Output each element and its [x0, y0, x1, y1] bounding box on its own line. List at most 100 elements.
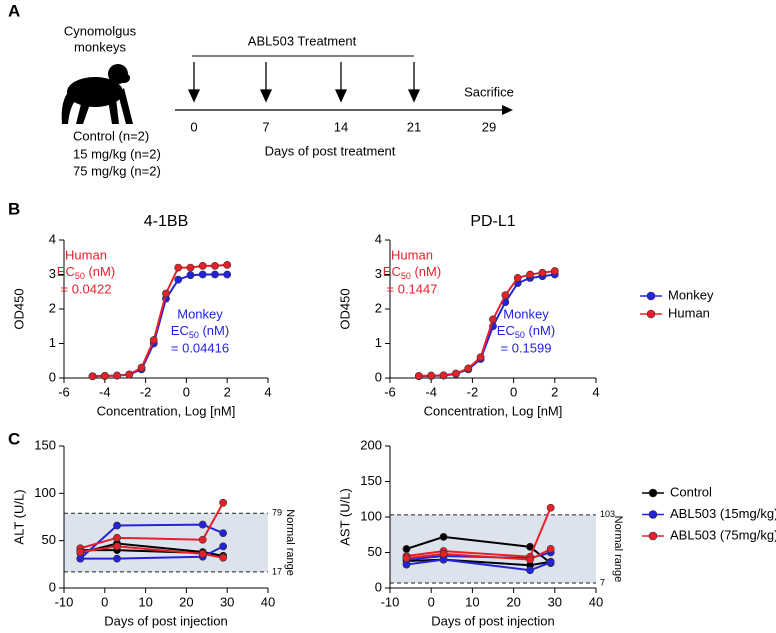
- legend-marker: [648, 488, 658, 498]
- annotation-value: = 0.04416: [171, 340, 229, 355]
- y-tick-label: 0: [49, 369, 56, 384]
- x-tick-label: 4: [264, 384, 271, 399]
- x-tick-label: 10: [138, 594, 152, 609]
- legend-marker: [646, 291, 656, 301]
- legend-label: ABL503 (15mg/kg): [670, 506, 776, 521]
- x-tick-label: 2: [551, 384, 558, 399]
- data-point: [174, 275, 183, 284]
- series-line: [80, 545, 224, 560]
- y-axis-label: OD450: [337, 288, 352, 329]
- ec-main: EC: [57, 264, 75, 279]
- data-point: [88, 372, 97, 381]
- legend-marker: [648, 510, 658, 519]
- x-tick-label: 10: [465, 594, 479, 609]
- y-tick-label: 100: [34, 485, 56, 500]
- y-tick-label: 2: [49, 300, 56, 315]
- x-tick-label: 2: [224, 384, 231, 399]
- data-point: [439, 550, 448, 558]
- annotation-ec: EC50 (nM): [497, 323, 555, 340]
- data-point: [526, 566, 534, 575]
- x-tick-label: -10: [55, 594, 74, 609]
- y-tick-label: 4: [49, 231, 56, 246]
- x-axis-label: Concentration, Log [nM]: [97, 403, 236, 418]
- x-tick-label: 30: [220, 594, 234, 609]
- data-point: [113, 371, 121, 380]
- normal-range-band: [64, 513, 268, 572]
- data-point: [546, 545, 555, 553]
- normal-range-label: Normal range: [284, 509, 296, 576]
- ec-unit: (nM): [411, 264, 441, 279]
- day-label: 29: [482, 119, 496, 134]
- x-axis-label: Concentration, Log [nM]: [424, 403, 563, 418]
- timeline-arrow: [502, 105, 513, 115]
- normal-range-band: [390, 514, 596, 584]
- normal-range-value: 17: [272, 566, 282, 576]
- data-point: [76, 554, 85, 563]
- y-tick-label: 150: [34, 437, 56, 452]
- data-point: [546, 503, 555, 512]
- chart-title: PD-L1: [470, 213, 515, 230]
- data-point: [427, 371, 436, 380]
- panel-label: B: [8, 199, 20, 218]
- data-point: [113, 542, 121, 551]
- y-tick-label: 2: [375, 300, 382, 315]
- y-axis-label: OD450: [11, 288, 26, 329]
- data-point: [174, 263, 183, 272]
- annotation-name: Monkey: [177, 306, 223, 321]
- legend-label: ABL503 (75mg/kg): [670, 527, 776, 542]
- ec-sub: 50: [515, 330, 525, 340]
- day-label: 14: [334, 119, 348, 134]
- x-tick-label: 0: [510, 384, 517, 399]
- ec-main: EC: [383, 264, 401, 279]
- day-label: 21: [407, 119, 421, 134]
- data-point: [489, 315, 497, 324]
- normal-range-label: Normal range: [612, 516, 624, 583]
- y-tick-label: 1: [375, 335, 382, 350]
- panel-label: A: [8, 1, 20, 20]
- data-point: [219, 553, 228, 562]
- annotation-ec: EC50 (nM): [383, 264, 441, 281]
- annotation-value: = 0.1599: [501, 340, 552, 355]
- y-tick-label: 3: [375, 266, 382, 281]
- ec-main: EC: [497, 323, 515, 338]
- group: 15 mg/kg (n=2): [73, 146, 161, 161]
- x-axis-label: Days of post injection: [104, 613, 228, 628]
- data-point: [198, 535, 207, 544]
- data-point: [76, 548, 85, 556]
- legend-marker: [646, 309, 656, 319]
- data-point: [198, 261, 207, 270]
- x-tick-label: -6: [58, 384, 70, 399]
- data-point: [219, 542, 228, 551]
- data-point: [162, 289, 170, 298]
- series-line: [406, 558, 551, 567]
- y-tick-label: 150: [360, 473, 382, 488]
- data-point: [113, 533, 121, 542]
- legend-label: Monkey: [668, 287, 714, 302]
- x-tick-label: -6: [384, 384, 396, 399]
- data-point: [113, 521, 121, 530]
- ec-sub: 50: [401, 271, 411, 281]
- y-tick-label: 0: [375, 579, 382, 594]
- data-point: [211, 261, 219, 270]
- data-point: [439, 371, 448, 380]
- x-tick-label: 40: [261, 594, 275, 609]
- ec-unit: (nM): [199, 323, 229, 338]
- x-tick-label: -2: [467, 384, 479, 399]
- data-point: [198, 550, 207, 558]
- y-tick-label: 3: [49, 266, 56, 281]
- ec-sub: 50: [189, 330, 199, 340]
- group: Control (n=2): [73, 128, 149, 143]
- data-point: [402, 554, 411, 563]
- data-point: [137, 363, 146, 372]
- y-tick-label: 50: [42, 532, 56, 547]
- y-axis-label: ALT (U/L): [11, 489, 26, 544]
- annotation-ec: EC50 (nM): [171, 323, 229, 340]
- data-point: [546, 558, 555, 567]
- annotation-value: = 0.0422: [61, 281, 112, 296]
- x-tick-label: -2: [140, 384, 152, 399]
- data-point: [198, 270, 207, 279]
- x-tick-label: 4: [592, 384, 599, 399]
- legend-marker: [648, 531, 658, 541]
- annotation-ec: EC50 (nM): [57, 264, 115, 281]
- ec-main: EC: [171, 323, 189, 338]
